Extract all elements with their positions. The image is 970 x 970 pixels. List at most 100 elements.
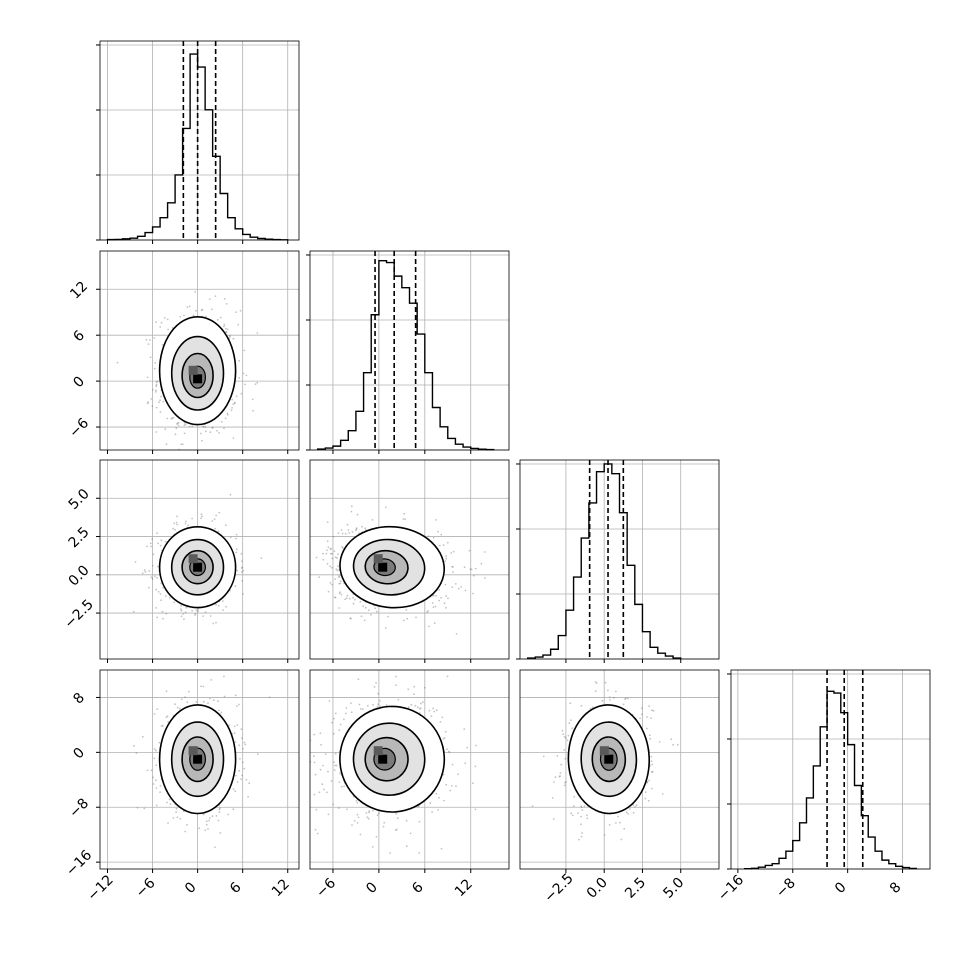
scatter-point: [362, 708, 364, 711]
scatter-point: [150, 576, 153, 579]
scatter-point: [243, 741, 246, 744]
scatter-point: [243, 767, 246, 770]
scatter-point: [227, 813, 230, 816]
scatter-point: [218, 432, 221, 434]
hist-frame: [519, 459, 720, 660]
scatter-point: [445, 606, 447, 609]
scatter-point: [333, 769, 336, 771]
scatter-point: [182, 613, 185, 615]
scatter-point: [225, 303, 228, 305]
scatter-point: [155, 607, 158, 609]
scatter-point: [186, 823, 188, 826]
scatter-point: [226, 412, 229, 415]
scatter-point: [338, 781, 341, 783]
scatter-point: [223, 298, 226, 300]
scatter-point: [620, 838, 623, 841]
scatter-point: [405, 845, 408, 848]
scatter-point: [202, 685, 205, 688]
scatter-point: [231, 398, 234, 401]
scatter-point: [447, 750, 450, 753]
scatter-point: [215, 621, 217, 624]
scatter-point: [158, 741, 161, 744]
scatter-point: [350, 702, 352, 704]
scatter-point: [159, 411, 162, 413]
pair-frame: [99, 669, 300, 870]
scatter-point: [232, 337, 235, 340]
scatter-point: [215, 604, 218, 606]
scatter-point: [143, 569, 146, 571]
scatter-point: [153, 748, 156, 750]
scatter-point: [160, 395, 163, 398]
pair-panel-3-1: [99, 459, 300, 660]
ytick-label: −2.5: [61, 597, 96, 632]
scatter-point: [179, 608, 182, 610]
xtick-label: −16: [715, 872, 747, 904]
scatter-point: [158, 401, 160, 404]
scatter-point: [159, 544, 162, 547]
scatter-point: [407, 688, 410, 691]
scatter-point: [226, 328, 229, 331]
scatter-point: [201, 308, 204, 311]
scatter-point: [147, 343, 150, 345]
scatter-point: [156, 380, 159, 383]
scatter-point: [651, 770, 654, 773]
scatter-point: [452, 571, 454, 573]
scatter-point: [229, 335, 231, 338]
pair-panel-4-3: [519, 669, 720, 870]
scatter-point: [242, 569, 245, 572]
scatter-point: [150, 398, 153, 400]
density-peak: [378, 754, 388, 764]
scatter-point: [418, 708, 421, 710]
scatter-point: [617, 815, 619, 818]
scatter-point: [338, 607, 341, 609]
scatter-point: [187, 524, 190, 527]
scatter-point: [397, 698, 400, 701]
scatter-point: [435, 595, 437, 597]
scatter-point: [202, 425, 204, 428]
density-cell: [188, 554, 198, 564]
scatter-point: [320, 743, 322, 746]
scatter-point: [240, 571, 243, 573]
density-cell: [599, 746, 609, 756]
scatter-point: [329, 548, 332, 551]
scatter-point: [468, 549, 471, 552]
xtick-label: −6: [313, 875, 339, 901]
scatter-point: [204, 430, 207, 433]
ytick-label: 5.0: [66, 486, 93, 513]
scatter-point: [343, 785, 345, 788]
scatter-point: [650, 787, 653, 790]
scatter-point: [472, 574, 475, 577]
scatter-point: [661, 793, 664, 795]
scatter-point: [212, 622, 215, 625]
scatter-point: [332, 803, 335, 806]
scatter-point: [440, 596, 442, 599]
scatter-point: [159, 326, 162, 328]
scatter-point: [212, 426, 214, 429]
scatter-point: [209, 615, 212, 617]
scatter-point: [443, 737, 446, 739]
scatter-point: [423, 686, 426, 689]
scatter-point: [531, 805, 534, 808]
scatter-point: [346, 523, 349, 526]
scatter-point: [450, 552, 453, 554]
scatter-point: [375, 835, 378, 838]
scatter-point: [188, 305, 191, 308]
scatter-point: [232, 403, 235, 406]
scatter-point: [650, 760, 653, 762]
scatter-point: [435, 709, 438, 712]
scatter-point: [339, 580, 342, 583]
scatter-point: [209, 431, 212, 434]
scatter-point: [326, 521, 329, 523]
scatter-point: [192, 314, 195, 317]
scatter-point: [571, 727, 574, 730]
scatter-point: [217, 700, 219, 703]
scatter-point: [565, 781, 568, 783]
scatter-point: [153, 367, 156, 370]
scatter-point: [166, 417, 169, 420]
scatter-point: [649, 737, 652, 740]
scatter-point: [432, 707, 434, 710]
scatter-point: [168, 597, 171, 599]
scatter-point: [350, 505, 353, 508]
scatter-point: [141, 572, 144, 575]
scatter-point: [326, 562, 329, 565]
